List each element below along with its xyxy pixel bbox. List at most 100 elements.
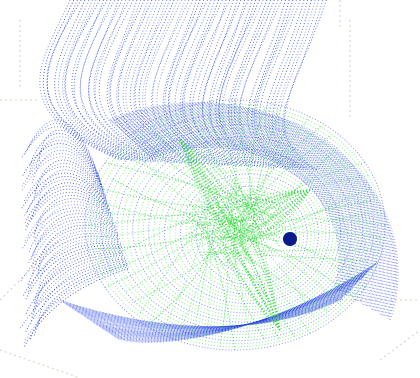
cloud-strand — [128, 122, 372, 306]
cloud-strand — [94, 0, 164, 163]
cloud-strand — [31, 227, 119, 274]
cloud-strand — [151, 146, 340, 289]
cloud-strand — [133, 127, 366, 303]
cloud-strand — [179, 0, 232, 166]
cloud-strand — [95, 275, 365, 335]
cloud-strand — [156, 0, 215, 166]
cloud-strand — [124, 118, 378, 309]
cloud-strand — [71, 0, 149, 162]
cloud-strand — [164, 0, 221, 166]
cloud-strand — [249, 108, 273, 254]
cloud-strand — [242, 189, 311, 242]
cloud-strand — [61, 298, 342, 327]
cloud-strand — [218, 212, 281, 331]
cloud-strand — [25, 201, 114, 242]
grid-line — [379, 329, 420, 361]
cloud-strand — [189, 229, 366, 288]
cloud-strand — [71, 291, 349, 329]
cloud-strand — [138, 132, 359, 299]
cloud-strand — [187, 231, 341, 305]
cloud-strand — [144, 0, 206, 165]
cloud-strand — [20, 233, 120, 282]
green-shell-ring — [137, 140, 349, 320]
cloud-strand — [73, 290, 350, 329]
cloud-strand — [26, 119, 101, 181]
cloud-strand — [79, 0, 152, 162]
cloud-strand — [239, 189, 311, 238]
green-shell-ring — [95, 107, 379, 345]
cloud-strand — [31, 254, 126, 318]
cloud-strand — [88, 280, 360, 332]
cloud-strand — [116, 261, 379, 343]
cloud-strand — [31, 182, 111, 220]
cloud-strand — [73, 0, 146, 162]
center-point-marker — [283, 232, 297, 246]
cloud-strand — [38, 169, 109, 205]
green-shell-ring — [153, 152, 338, 311]
cloud-strand — [101, 271, 369, 337]
cloud-strand — [255, 0, 297, 170]
cloud-strand — [148, 142, 345, 292]
cloud-strand — [247, 0, 286, 169]
cloud-strand — [159, 186, 210, 334]
cloud-strand — [113, 263, 377, 341]
cloud-strand — [264, 0, 305, 170]
cloud-strand — [99, 186, 251, 250]
green-shell-ring — [111, 120, 367, 335]
cloud-strand — [208, 218, 386, 264]
cloud-strand — [215, 0, 261, 168]
cloud-strand — [110, 103, 398, 320]
cloud-strand — [98, 0, 169, 163]
cloud-strand — [131, 125, 368, 304]
cloud-strand — [129, 0, 192, 164]
green-shell-ring — [179, 173, 319, 295]
cloud-strand — [147, 141, 347, 293]
cloud-strand — [244, 147, 338, 265]
cloud-strand — [278, 0, 320, 170]
cloud-strand — [136, 130, 361, 301]
green-shell-ring — [105, 115, 371, 339]
cloud-strand — [64, 296, 344, 328]
cloud-strand — [210, 0, 255, 168]
cloud-strand — [39, 0, 121, 161]
green-shell-ring — [185, 177, 316, 292]
cloud-strand — [25, 253, 125, 314]
cloud-strand — [231, 189, 311, 224]
cloud-strand — [126, 185, 238, 292]
green-shell-ring — [190, 181, 312, 289]
green-shell-ring — [100, 111, 375, 342]
cloud-strand — [162, 0, 218, 166]
cloud-strand — [120, 113, 384, 313]
cloud-strand — [118, 260, 380, 343]
green-shell-ring — [158, 156, 334, 308]
cloud-strand — [37, 258, 127, 325]
cloud-strand — [180, 192, 216, 329]
blue-point-cloud — [20, 0, 399, 347]
cloud-strand — [283, 0, 327, 171]
cloud-strand — [141, 135, 355, 297]
cloud-strand — [58, 0, 135, 162]
cloud-strand — [112, 264, 376, 341]
cloud-strand — [103, 270, 370, 337]
cloud-strand — [223, 187, 371, 266]
cloud-strand — [228, 223, 281, 331]
cloud-strand — [38, 129, 103, 186]
cloud-strand — [30, 264, 129, 340]
cloud-strand — [243, 189, 311, 233]
cloud-strand — [179, 139, 231, 232]
cloud-strand — [31, 216, 117, 260]
cloud-strand — [32, 251, 125, 311]
cloud-strand — [215, 212, 369, 262]
cloud-strand — [271, 0, 312, 170]
cloud-strand — [198, 251, 367, 262]
cloud-strand — [79, 0, 155, 163]
cloud-strand — [88, 0, 158, 163]
cloud-strand — [28, 219, 118, 263]
cloud-strand — [27, 240, 122, 292]
cloud-strand — [179, 139, 227, 230]
cloud-strand — [34, 159, 107, 200]
cloud-strand — [23, 243, 122, 296]
cloud-strand — [115, 108, 391, 316]
